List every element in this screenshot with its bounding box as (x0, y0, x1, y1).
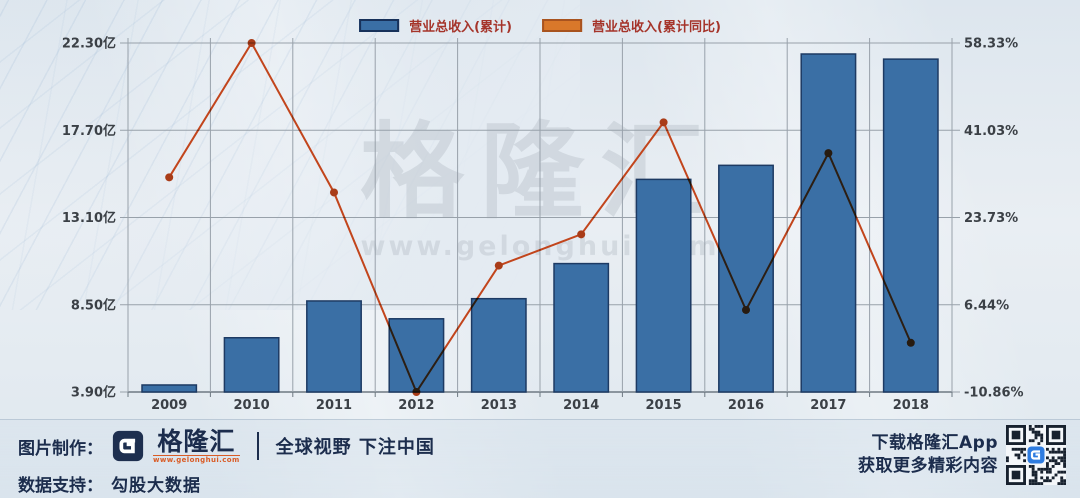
bar-2015 (635, 178, 692, 393)
bar-2009 (141, 384, 198, 393)
brand-slogan: 全球视野 下注中国 (275, 437, 435, 458)
legend-swatch-revenue (359, 19, 400, 32)
left-axis-label: 13.10亿 (62, 210, 116, 226)
x-axis-label-2014: 2014 (563, 398, 599, 413)
left-axis-label: 17.70亿 (62, 123, 116, 139)
x-axis-label-2015: 2015 (646, 398, 682, 413)
brand-name: 格隆汇 (157, 426, 236, 456)
x-axis-label-2009: 2009 (151, 398, 187, 413)
right-axis-label: 23.73% (964, 211, 1018, 226)
app-promo-text: 下载格隆汇App 获取更多精彩内容 (858, 432, 998, 478)
bar-2016 (718, 164, 774, 393)
bar-2017 (800, 53, 857, 393)
app-promo-line1: 下载格隆汇App (871, 433, 998, 454)
yoy-point-2015 (659, 118, 668, 127)
yoy-point-2009 (165, 173, 174, 182)
legend-label-revenue: 营业总收入(累计) (409, 20, 512, 35)
legend-label-yoy: 营业总收入(累计同比) (592, 20, 721, 35)
right-axis-label: -10.86% (964, 386, 1024, 401)
yoy-point-2011 (330, 188, 338, 197)
legend-item-revenue: 营业总收入(累计) (359, 16, 512, 35)
bar-2010 (223, 337, 280, 393)
x-axis-label-2016: 2016 (728, 398, 764, 413)
bar-2014 (553, 262, 610, 393)
bar-2018 (882, 58, 939, 393)
left-axis-label: 22.30亿 (62, 36, 116, 52)
left-axis-label: 8.50亿 (71, 297, 116, 313)
app-promo-line2: 获取更多精彩内容 (858, 456, 998, 476)
revenue-combo-chart: 22.30亿 58.33% 17.70亿 41.03% 13.10亿 23.73% 8.50… (62, 36, 1024, 414)
bar-2011 (306, 300, 362, 393)
qr-code (1006, 425, 1066, 485)
footer-divider (256, 432, 259, 460)
right-axis-label: 6.44% (964, 298, 1009, 313)
footer-made-by-row: 图片制作： 格隆汇 www.gelonghui.com 全球视野 下注中国 (18, 428, 435, 464)
footer-left: 图片制作： 格隆汇 www.gelonghui.com 全球视野 下注中国 数据… (18, 428, 435, 497)
yoy-point-2012 (412, 388, 421, 396)
footer-data-support-row: 数据支持： 勾股大数据 (18, 471, 435, 496)
x-axis-label-2012: 2012 (398, 398, 434, 413)
data-support-label: 数据支持： (18, 476, 103, 496)
yoy-point-2018 (906, 338, 915, 347)
x-axis-label-2013: 2013 (481, 398, 517, 413)
yoy-point-2017 (824, 149, 833, 158)
right-axis-label: 58.33% (964, 37, 1018, 52)
brand-url: www.gelonghui.com (153, 454, 240, 464)
yoy-point-2010 (247, 39, 256, 47)
left-axis-label: 3.90亿 (71, 385, 116, 401)
yoy-point-2014 (577, 230, 586, 239)
brand-block: 格隆汇 www.gelonghui.com (153, 429, 240, 464)
made-by-label: 图片制作： (18, 438, 103, 459)
yoy-point-2016 (742, 305, 750, 314)
footer: 图片制作： 格隆汇 www.gelonghui.com 全球视野 下注中国 数据… (0, 419, 1080, 498)
footer-right: 下载格隆汇App 获取更多精彩内容 (858, 425, 1066, 485)
x-axis-label-2011: 2011 (316, 398, 352, 413)
x-axis-label-2010: 2010 (234, 398, 270, 413)
legend-item-yoy: 营业总收入(累计同比) (542, 16, 721, 35)
x-axis-label-2018: 2018 (893, 398, 929, 413)
data-support-value: 勾股大数据 (111, 476, 201, 496)
bar-2012 (388, 318, 445, 393)
yoy-point-2013 (494, 261, 503, 270)
chart-legend: 营业总收入(累计) 营业总收入(累计同比) (359, 16, 721, 35)
gelonghui-logo-icon (112, 430, 144, 462)
x-axis-label-2017: 2017 (810, 398, 846, 413)
right-axis-label: 41.03% (964, 124, 1018, 139)
bar-2013 (470, 297, 527, 393)
legend-swatch-yoy (542, 19, 582, 32)
